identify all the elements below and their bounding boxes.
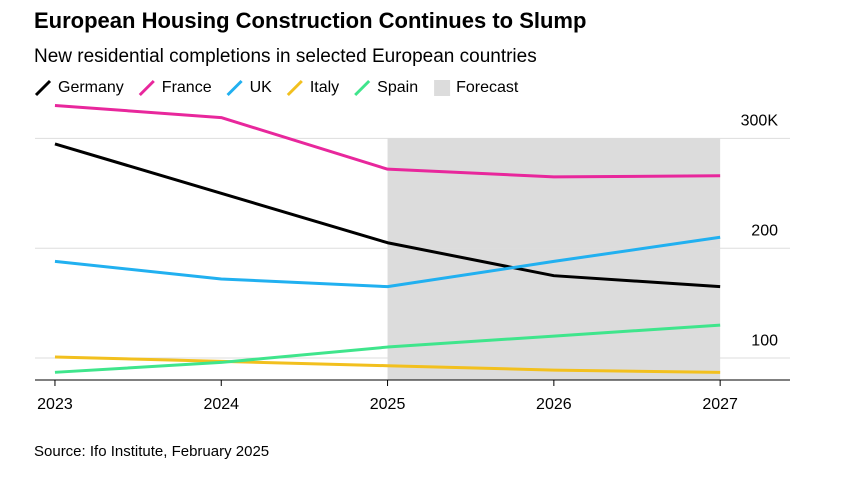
x-tick-label: 2027 <box>702 396 738 413</box>
series-line <box>54 235 721 289</box>
legend-swatch <box>138 79 155 97</box>
x-tick-label: 2026 <box>536 396 572 413</box>
chart-title: European Housing Construction Continues … <box>34 8 586 33</box>
legend-label: Forecast <box>456 79 519 96</box>
legend-swatch <box>226 79 243 97</box>
legend-label: UK <box>250 79 273 96</box>
legend-swatch <box>34 79 52 97</box>
forecast-shade <box>387 138 721 380</box>
x-tick-label: 2025 <box>370 396 406 413</box>
legend-swatch <box>434 80 451 96</box>
legend-label: France <box>162 79 212 96</box>
y-tick-label: 200 <box>751 222 778 239</box>
plot-area: 300K 200 100 2023 2024 2025 2026 2027 <box>35 103 790 413</box>
y-tick-label: 300K <box>741 113 779 130</box>
series-line <box>54 323 721 374</box>
y-tick-label: 100 <box>751 332 778 349</box>
x-tick-label: 2024 <box>203 396 239 413</box>
series-line <box>54 103 721 179</box>
chart-subtitle: New residential completions in selected … <box>34 46 537 67</box>
x-tick-label: 2023 <box>37 396 73 413</box>
legend-swatch <box>286 79 303 97</box>
legend-label: Germany <box>58 79 124 96</box>
legend-label: Spain <box>377 79 418 96</box>
series-line <box>54 142 721 289</box>
series-line <box>54 355 721 374</box>
source: Source: Ifo Institute, February 2025 <box>34 443 269 460</box>
legend: Germany France UK Italy Spain Forecast <box>34 79 519 97</box>
legend-label: Italy <box>310 79 339 96</box>
legend-swatch <box>354 79 371 97</box>
